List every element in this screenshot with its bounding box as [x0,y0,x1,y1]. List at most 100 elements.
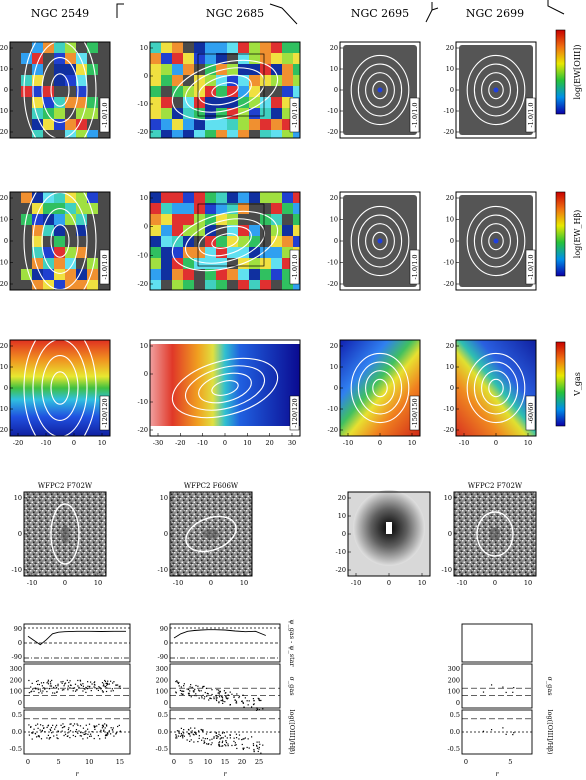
sigma-point [175,680,177,683]
y-tick-label: 200 [10,676,22,684]
sigma-point [210,697,212,700]
zoom-box [197,53,265,117]
map-bin [43,53,54,64]
line-ratio-point [244,737,246,739]
map-bin [43,108,54,119]
sigma-point [203,698,205,700]
y-tick-label: -10 [444,405,454,413]
line-ratio-point [39,724,42,726]
x-tick-label: 10 [524,579,532,587]
map-bin [172,225,183,236]
line-ratio-point [103,730,105,732]
map-bin [183,64,194,75]
line-ratio-point [77,724,79,726]
map-bin [150,97,161,108]
map-bin [65,42,76,53]
x-tick-label: 20 [266,439,274,447]
sigma-point [223,690,225,692]
line-ratio-point [189,735,191,737]
x-tick-label: 15 [221,758,229,766]
line-ratio-point [215,731,217,734]
line-ratio-point [236,747,238,750]
line-ratio-point [37,735,39,737]
map-bin [87,236,98,247]
line-ratio-point [512,733,514,736]
map-bin [216,42,227,53]
line-ratio-point [242,748,244,751]
y-tick-label: 10 [446,363,454,371]
line-ratio-point [229,734,231,736]
line-ratio-point [231,744,233,747]
sigma-point [221,696,223,698]
map-bin [205,130,216,138]
x-tick-label: 10 [418,579,426,587]
line-ratio-point [43,727,45,729]
line-ratio-point [213,736,215,738]
line-ratio-point [119,730,122,732]
isophote-contour [365,223,395,259]
map-bin [377,87,383,93]
map-bin [54,258,65,269]
isophote-contour [372,378,388,398]
map-bin [227,108,238,119]
map-bin [32,247,43,258]
sigma-point [197,685,199,687]
sigma-point [53,686,55,689]
sigma-point [111,688,113,690]
line-ratio-point [49,736,52,739]
line-ratio-point [115,733,117,735]
map-bin [161,203,172,214]
map-bin [271,75,282,86]
line-ratio-point [48,738,50,740]
sigma-point [77,679,79,682]
map-bin [216,280,227,290]
sigma-point [219,691,221,693]
map-bin [150,225,161,236]
map-bin [172,64,183,75]
map-bin [54,247,65,258]
map-bin [271,269,282,280]
map-bin [271,53,282,64]
sigma-point [182,693,184,695]
line-ratio-point [256,747,259,749]
nucleus [386,522,392,534]
sigma-point [203,685,205,688]
map-bin [260,269,271,280]
line-ratio-point [110,733,112,735]
map-bin [271,225,282,236]
profile-frame [461,623,533,663]
line-ratio-point [39,729,41,731]
range-label: -150/150 [411,398,419,427]
y-tick-label: 0 [448,530,452,538]
sigma-point [104,679,106,682]
line-ratio-point [256,745,258,747]
sigma-point [200,690,202,692]
map-bin [205,108,216,119]
galaxy-title: NGC 2685 [206,7,264,20]
map-bin [32,86,43,97]
sigma-point [82,690,84,692]
line-ratio-point [197,740,199,743]
y-tick-label: 0 [4,86,8,94]
map-bin [227,269,238,280]
line-ratio-point [77,732,79,734]
y-tick-label: 0 [4,237,8,245]
isophote-contour [198,225,252,257]
map-bin [260,203,271,214]
map-bin [216,86,227,97]
sigma-point [490,684,493,686]
map-panel-oiii: -1.0/1.0 10 0 -10 -20 [138,41,301,139]
sigma-point [225,697,228,699]
line-ratio-point [256,741,258,743]
line-ratio-point [490,729,493,731]
orientation-arrow-icon [547,0,565,15]
map-bin [161,86,172,97]
sigma-point [94,684,96,686]
line-ratio-point [101,727,104,729]
y-tick-label: 100 [156,688,168,696]
y-tick-label: 0.0 [158,728,168,736]
line-ratio-point [61,727,64,729]
orientation-arrow-icon [269,3,298,25]
map-bin [216,258,227,269]
map-bin [76,130,87,138]
